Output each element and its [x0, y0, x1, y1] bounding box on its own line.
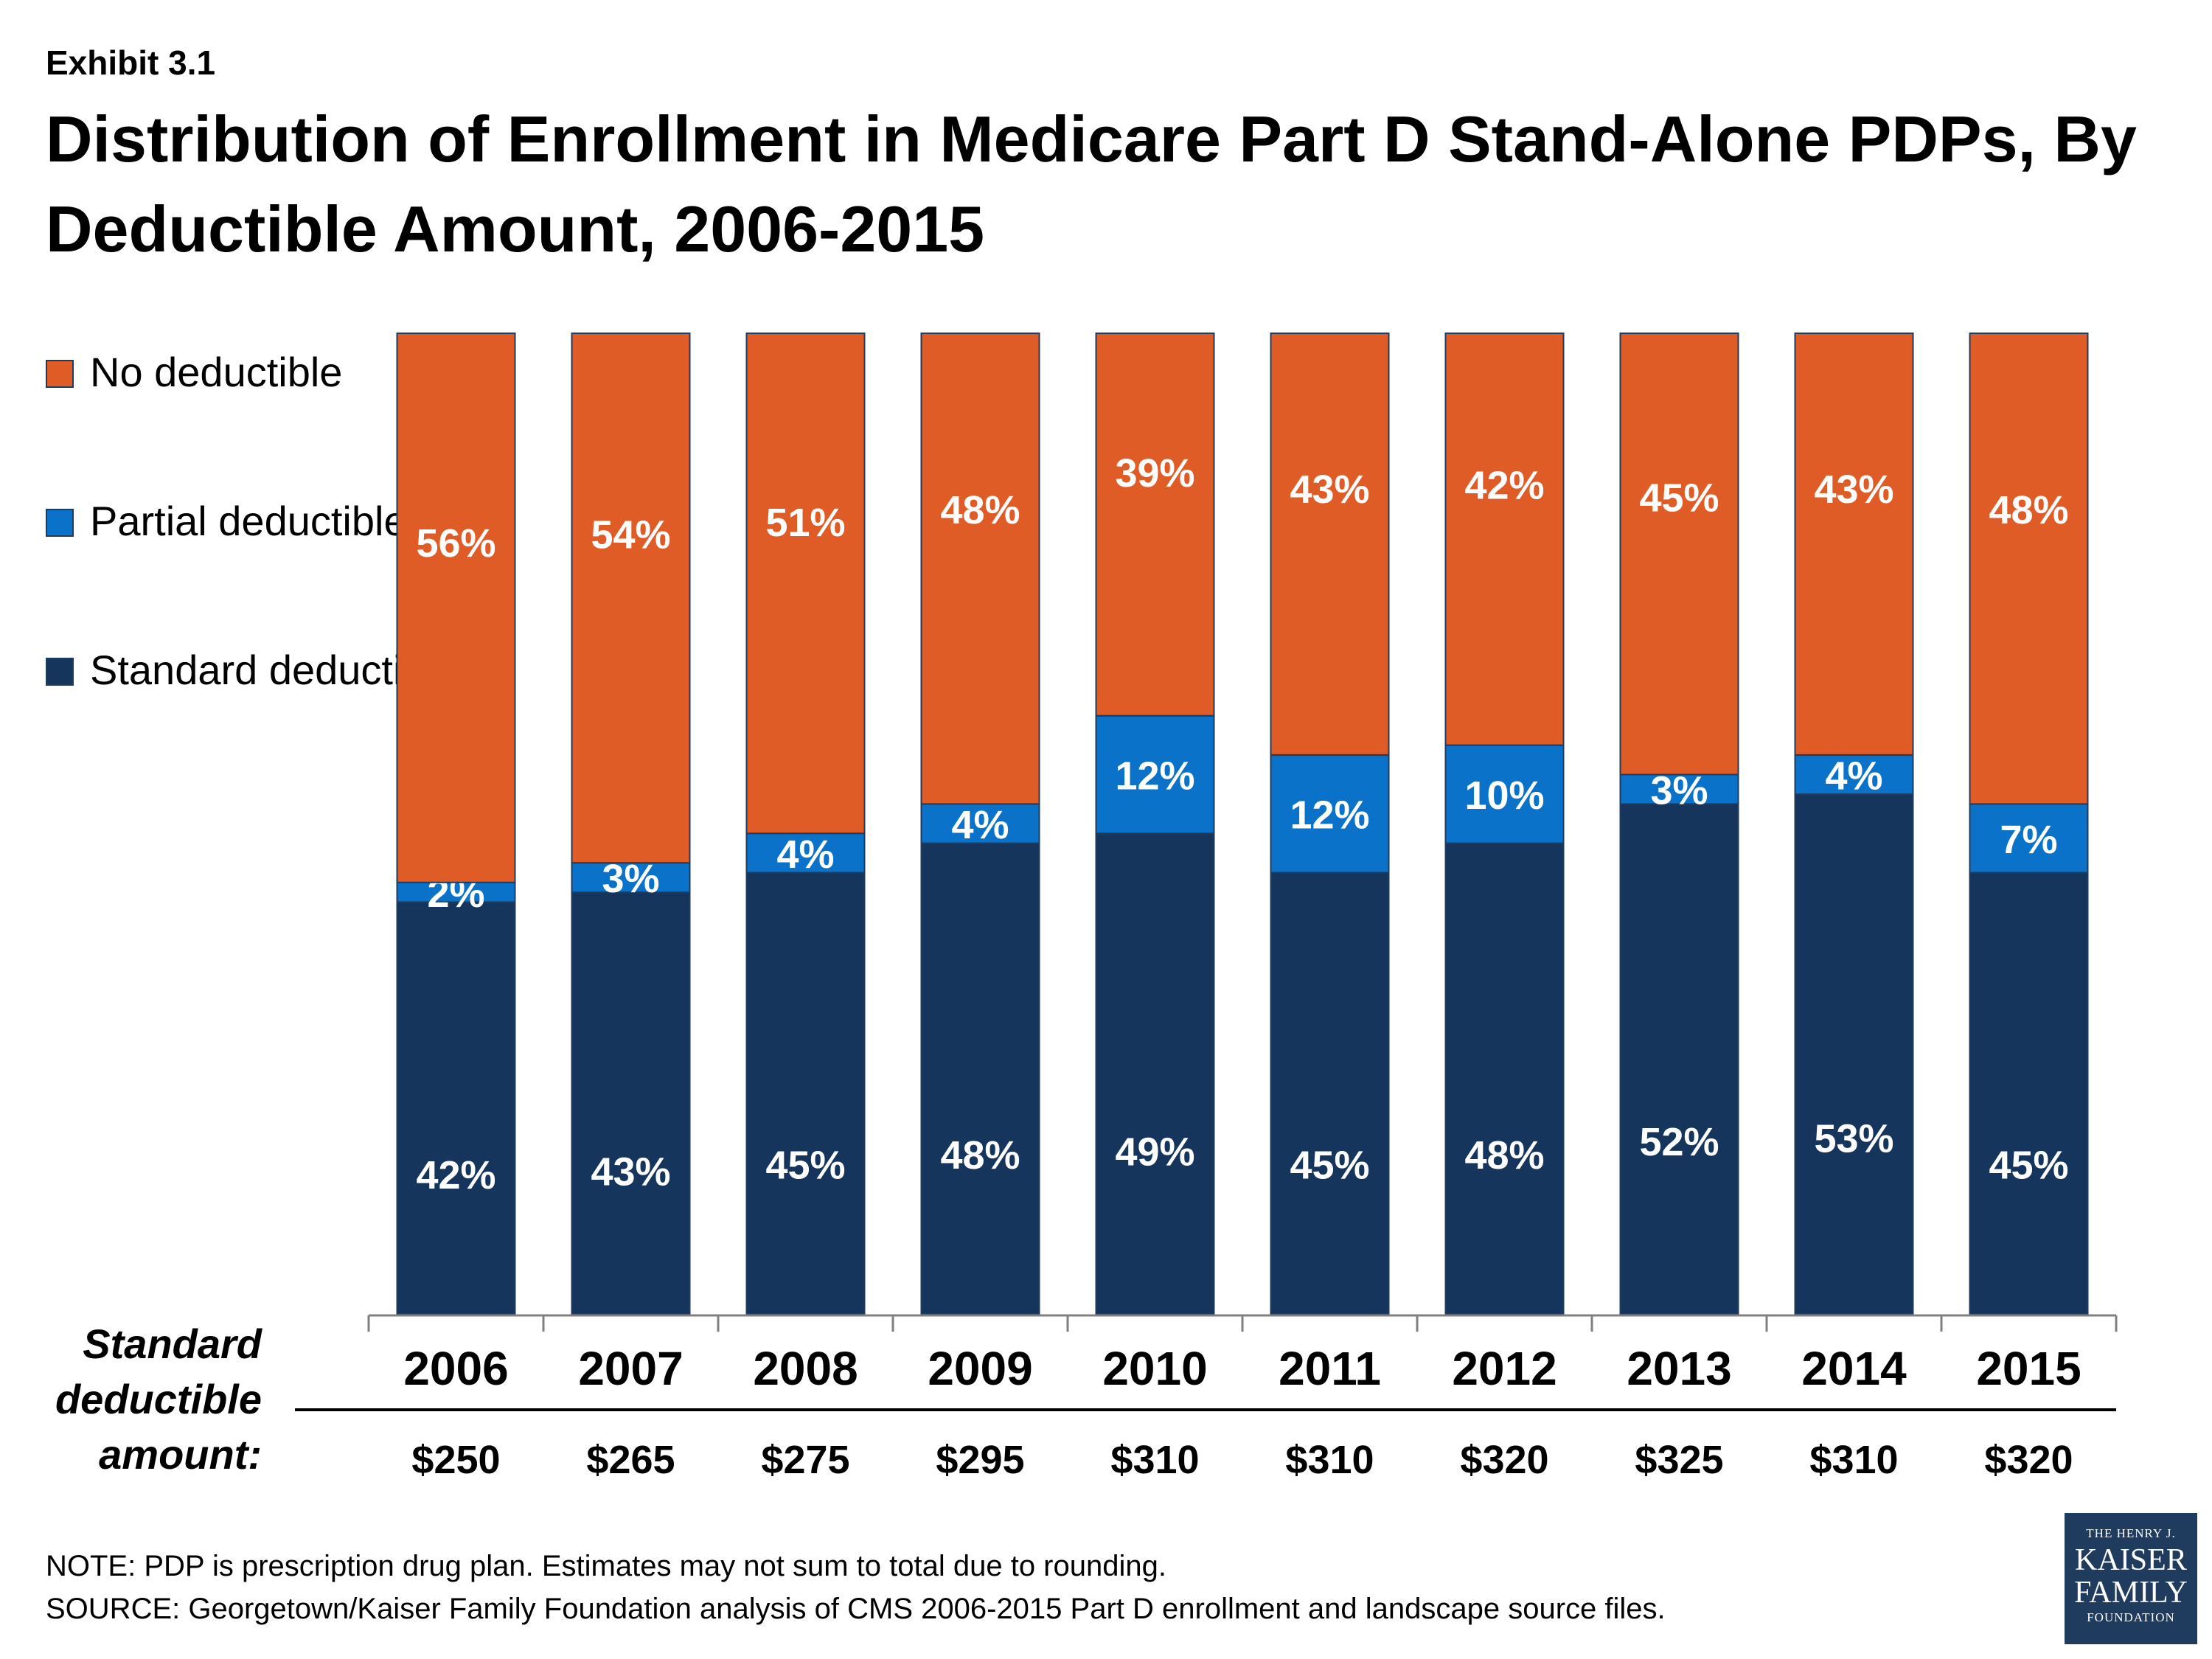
data-label-2014-s0: 53%: [1814, 1116, 1893, 1161]
legend-label-standard-deductible: Standard deductible: [90, 647, 458, 693]
legend-swatch-partial-deductible: [46, 509, 74, 537]
bar-segment-2010-s0: [1095, 832, 1215, 1315]
bar-segment-2006-s2: [396, 333, 516, 883]
data-label-2015-s1: 7%: [2000, 818, 2057, 862]
bar-segment-2007-s0: [571, 891, 691, 1315]
deductible-amount-2012: $320: [1460, 1438, 1548, 1482]
data-label-2013-s1: 3%: [1650, 768, 1708, 813]
legend-label-no-deductible: No deductible: [90, 349, 343, 395]
x-tick-label-2007: 2007: [578, 1342, 683, 1395]
data-label-2008-s1: 4%: [776, 832, 834, 877]
data-label-2010-s0: 49%: [1115, 1130, 1194, 1174]
legend-label-partial-deductible: Partial deductible: [90, 498, 407, 544]
bar-segment-2008-s2: [745, 333, 866, 835]
bar-segment-2006-s0: [396, 901, 516, 1315]
x-tick-label-2006: 2006: [403, 1342, 508, 1395]
data-label-2010-s1: 12%: [1115, 754, 1194, 799]
deductible-amount-2010: $310: [1110, 1438, 1199, 1482]
data-label-2007-s1: 3%: [602, 857, 659, 901]
x-tick-label-2014: 2014: [1801, 1342, 1907, 1395]
deductible-amount-2014: $310: [1809, 1438, 1898, 1482]
data-label-2009-s1: 4%: [951, 803, 1009, 847]
bar-segment-2010-s1: [1095, 714, 1215, 835]
deductible-amount-2013: $325: [1635, 1438, 1723, 1482]
data-label-2011-s2: 43%: [1290, 467, 1369, 512]
legend: No deductible Partial deductible Standar…: [46, 343, 457, 790]
x-tick-label-2009: 2009: [928, 1342, 1032, 1395]
data-label-2015-s2: 48%: [1989, 488, 2068, 532]
data-label-2007-s2: 54%: [591, 513, 670, 557]
data-label-2008-s2: 51%: [765, 501, 845, 545]
bar-segment-2011-s0: [1270, 872, 1390, 1315]
bar-segment-2009-s1: [920, 803, 1040, 844]
legend-swatch-no-deductible: [46, 360, 74, 388]
bar-segment-2013-s2: [1619, 333, 1739, 776]
bar-segment-2008-s0: [745, 872, 866, 1315]
deductible-amount-2008: $275: [761, 1438, 849, 1482]
x-tick-label-2013: 2013: [1627, 1342, 1731, 1395]
x-tick-label-2015: 2015: [1976, 1342, 2081, 1395]
bar-segment-2012-s2: [1444, 333, 1565, 746]
legend-swatch-standard-deductible: [46, 658, 74, 686]
data-label-2014-s1: 4%: [1825, 754, 1882, 799]
data-label-2007-s0: 43%: [591, 1150, 670, 1194]
data-label-2009-s0: 48%: [940, 1133, 1020, 1178]
deductible-amount-2009: $295: [936, 1438, 1024, 1482]
deductible-amount-2006: $250: [411, 1438, 500, 1482]
deductible-amount-2007: $265: [586, 1438, 675, 1482]
note-text: NOTE: PDP is prescription drug plan. Est…: [46, 1550, 1166, 1582]
deductible-amount-2015: $320: [1984, 1438, 2073, 1482]
bar-segment-2012-s0: [1444, 842, 1565, 1315]
logo-line-4: FOUNDATION: [2087, 1610, 2175, 1624]
logo-line-1: THE HENRY J.: [2086, 1526, 2176, 1540]
chart-title: Distribution of Enrollment in Medicare P…: [46, 102, 2137, 265]
deductible-amount-2011: $310: [1285, 1438, 1374, 1482]
bar-segment-2011-s1: [1270, 754, 1390, 874]
x-tick-label-2008: 2008: [753, 1342, 858, 1395]
data-label-2006-s0: 42%: [416, 1153, 495, 1197]
data-label-2013-s0: 52%: [1639, 1120, 1719, 1164]
data-label-2013-s2: 45%: [1639, 476, 1719, 520]
exhibit-label: Exhibit 3.1: [46, 44, 216, 82]
data-label-2011-s1: 12%: [1290, 793, 1369, 838]
bar-segment-2007-s1: [571, 862, 691, 894]
data-label-2012-s0: 48%: [1464, 1133, 1544, 1178]
data-label-2008-s0: 45%: [765, 1144, 845, 1188]
bar-segment-2007-s2: [571, 333, 691, 864]
data-label-2010-s2: 39%: [1115, 451, 1194, 495]
bar-segment-2010-s2: [1095, 333, 1215, 717]
kff-logo: THE HENRY J. KAISER FAMILY FOUNDATION: [2065, 1513, 2197, 1644]
logo-line-2: KAISER: [2075, 1543, 2187, 1577]
bar-segment-2009-s0: [920, 842, 1040, 1315]
bar-segment-2014-s2: [1794, 333, 1914, 756]
deductible-amount-row-label: Standard deductible amount:: [55, 1321, 262, 1478]
data-label-2015-s0: 45%: [1989, 1144, 2068, 1188]
legend-item-partial-deductible: Partial deductible: [46, 492, 457, 551]
data-label-2011-s0: 45%: [1290, 1144, 1369, 1188]
legend-item-no-deductible: No deductible: [46, 343, 457, 402]
footnotes: NOTE: PDP is prescription drug plan. Est…: [46, 1545, 1666, 1630]
data-label-2012-s2: 42%: [1464, 464, 1544, 508]
data-label-2006-s2: 56%: [416, 521, 495, 566]
x-tick-label-2010: 2010: [1102, 1342, 1207, 1395]
x-tick-label-2012: 2012: [1452, 1342, 1557, 1395]
data-label-2009-s2: 48%: [940, 488, 1020, 532]
legend-item-standard-deductible: Standard deductible: [46, 641, 457, 700]
x-tick-label-2011: 2011: [1279, 1342, 1381, 1395]
source-text: SOURCE: Georgetown/Kaiser Family Foundat…: [46, 1593, 1666, 1625]
bar-segment-2014-s0: [1794, 793, 1914, 1315]
data-label-2014-s2: 43%: [1814, 467, 1893, 512]
logo-line-3: FAMILY: [2074, 1576, 2188, 1610]
bar-segment-2015-s2: [1969, 333, 2089, 805]
bar-segment-2013-s0: [1619, 803, 1739, 1315]
bar-segment-2015-s0: [1969, 872, 2089, 1315]
bar-segment-2015-s1: [1969, 803, 2089, 874]
bar-segment-2011-s2: [1270, 333, 1390, 756]
bar-segment-2009-s2: [920, 333, 1040, 805]
data-label-2012-s1: 10%: [1464, 773, 1544, 818]
bar-segment-2012-s1: [1444, 744, 1565, 844]
bar-segment-2014-s1: [1794, 754, 1914, 796]
